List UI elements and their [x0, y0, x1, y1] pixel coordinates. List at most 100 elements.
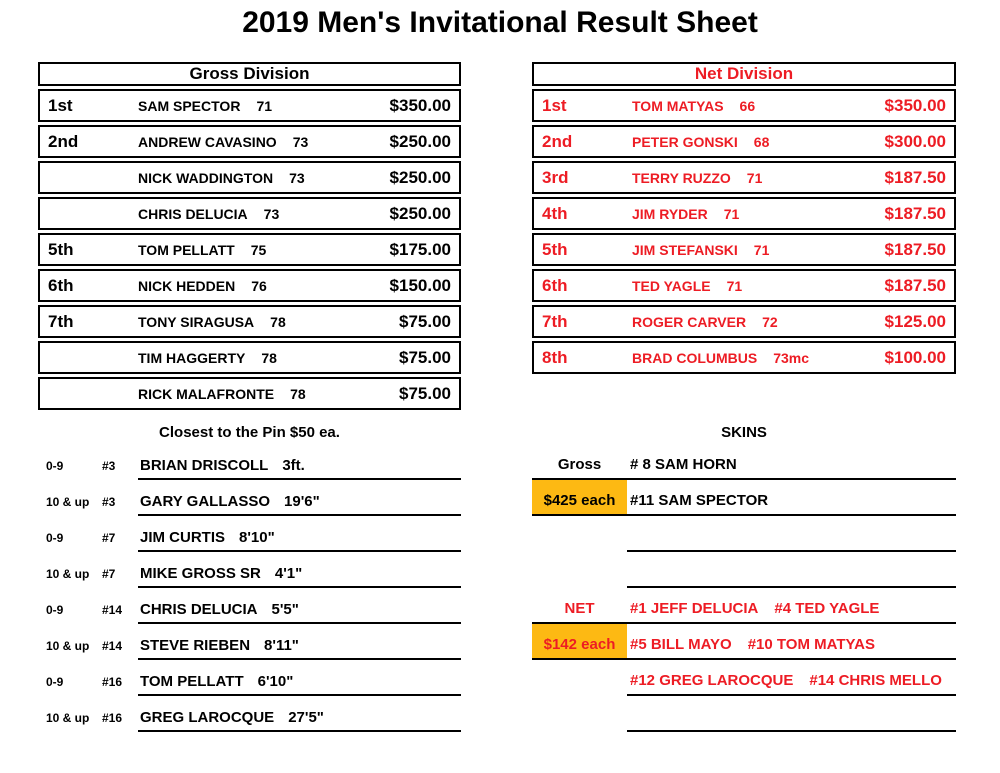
prize-cell: $250.00	[389, 167, 451, 187]
player-score: 73	[289, 169, 305, 186]
player-name: TED YAGLE	[632, 277, 711, 294]
player-name: TIM HAGGERTY	[138, 349, 246, 366]
skins-winner: #1 JEFF DELUCIA	[630, 600, 759, 617]
hole-label: #16	[102, 711, 123, 725]
table-row: 5th TOM PELLATT 75 $175.00	[38, 233, 461, 266]
rank-cell: 8th	[542, 347, 568, 367]
skins-label	[532, 696, 627, 732]
flight-label: 0-9	[46, 675, 64, 689]
pin-row: 0-9 #7 JIM CURTIS 8'10"	[38, 516, 461, 552]
prize-cell: $75.00	[399, 347, 451, 367]
flight-label: 10 & up	[46, 567, 90, 581]
prize-cell: $187.50	[884, 239, 946, 259]
table-row: 8th BRAD COLUMBUS 73mc $100.00	[532, 341, 956, 374]
closest-to-pin-list: 0-9 #3 BRIAN DRISCOLL 3ft. 10 & up #3 GARY GAL…	[38, 444, 461, 732]
distance: 8'10"	[239, 529, 275, 546]
rank-cell: 5th	[48, 239, 74, 259]
hole-label: #3	[102, 495, 116, 509]
player-cell: JIM STEFANSKI 71	[632, 242, 842, 258]
page-title: 2019 Men's Invitational Result Sheet	[242, 6, 758, 39]
table-row: 2nd ANDREW CAVASINO 73 $250.00	[38, 125, 461, 158]
distance: 6'10"	[257, 673, 294, 690]
player-cell: JIM RYDER 71	[632, 206, 842, 222]
skins-title: SKINS	[721, 424, 767, 441]
player-name: JIM CURTIS	[140, 529, 226, 546]
pin-entry-line: JIM CURTIS 8'10"	[138, 529, 461, 552]
player-cell: TED YAGLE 71	[632, 278, 842, 294]
player-cell: NICK HEDDEN 76	[138, 278, 347, 294]
skins-entry-line: # 8 SAM HORN	[627, 444, 956, 478]
player-score: 76	[251, 277, 267, 294]
prize-cell: $75.00	[399, 383, 451, 403]
net-division-rows: 1st TOM MATYAS 66 $350.00 2nd PETER GONSKI 68 $…	[532, 89, 956, 374]
player-cell: NICK WADDINGTON 73	[138, 170, 347, 186]
player-score: 78	[270, 313, 286, 330]
prize-cell: $250.00	[389, 131, 451, 151]
flight-label: 0-9	[46, 459, 64, 473]
distance: 4'1"	[274, 565, 303, 582]
skins-entry-line	[627, 516, 956, 552]
skins-winner: #14 CHRIS MELLO	[809, 672, 942, 689]
pin-entry-line: GARY GALLASSO 19'6"	[138, 493, 461, 516]
prize-cell: $150.00	[389, 275, 451, 295]
skins-entry-line: #1 JEFF DELUCIA #4 TED YAGLE	[627, 588, 956, 622]
table-row: 1st TOM MATYAS 66 $350.00	[532, 89, 956, 122]
rank-cell: 6th	[542, 275, 568, 295]
prize-cell: $187.50	[884, 167, 946, 187]
skins-winner: #11 SAM SPECTOR	[630, 492, 769, 509]
distance: 27'5"	[288, 709, 324, 726]
skins-label	[532, 552, 627, 588]
player-name: ANDREW CAVASINO	[138, 133, 277, 150]
rank-cell: 6th	[48, 275, 74, 295]
player-cell: RICK MALAFRONTE 78	[138, 386, 347, 402]
distance: 8'11"	[264, 637, 299, 654]
player-cell: BRAD COLUMBUS 73mc	[632, 350, 842, 366]
hole-label: #7	[102, 531, 116, 545]
player-score: 68	[753, 133, 770, 150]
table-row: 3rd TERRY RUZZO 71 $187.50	[532, 161, 956, 194]
net-division-header: Net Division	[532, 62, 956, 86]
rank-cell: 1st	[48, 95, 73, 115]
player-name: TOM MATYAS	[632, 97, 724, 114]
rank-cell: 7th	[48, 311, 74, 331]
player-name: CHRIS DELUCIA	[140, 601, 258, 618]
skins-row	[532, 696, 956, 732]
player-name: MIKE GROSS SR	[140, 565, 261, 582]
flight-label: 10 & up	[46, 495, 90, 509]
prize-cell: $75.00	[399, 311, 451, 331]
skins-entry-line	[627, 552, 956, 588]
flight-label: 10 & up	[46, 711, 90, 725]
player-score: 72	[762, 313, 778, 330]
table-row: NICK WADDINGTON 73 $250.00	[38, 161, 461, 194]
player-name: NICK WADDINGTON	[138, 169, 274, 186]
net-division-table: Net Division 1st TOM MATYAS 66 $350.00 2nd PE…	[532, 62, 956, 377]
player-cell: TOM MATYAS 66	[632, 98, 842, 114]
prize-cell: $300.00	[884, 131, 946, 151]
table-row: TIM HAGGERTY 78 $75.00	[38, 341, 461, 374]
player-cell: ANDREW CAVASINO 73	[138, 134, 347, 150]
player-score: 71	[753, 241, 770, 258]
hole-label: #3	[102, 459, 116, 473]
table-row: 7th TONY SIRAGUSA 78 $75.00	[38, 305, 461, 338]
prize-cell: $250.00	[389, 203, 451, 223]
flight-label: 10 & up	[46, 639, 90, 653]
skins-entry-line: #5 BILL MAYO #10 TOM MATYAS	[627, 624, 956, 658]
hole-label: #14	[102, 639, 123, 653]
skins-winner: #4 TED YAGLE	[774, 600, 880, 617]
player-cell: PETER GONSKI 68	[632, 134, 842, 150]
pin-entry-line: TOM PELLATT 6'10"	[138, 673, 461, 696]
player-cell: ROGER CARVER 72	[632, 314, 842, 330]
rank-cell: 2nd	[542, 131, 573, 151]
hole-label: #14	[102, 603, 123, 617]
player-name: TOM PELLATT	[138, 241, 235, 258]
skins-payout-highlight: $142 each	[532, 624, 627, 658]
pin-entry-line: MIKE GROSS SR 4'1"	[138, 565, 461, 588]
table-row: 7th ROGER CARVER 72 $125.00	[532, 305, 956, 338]
player-cell: TOM PELLATT 75	[138, 242, 347, 258]
player-name: ROGER CARVER	[632, 313, 747, 330]
skins-entry-line	[627, 696, 956, 732]
player-name: TOM PELLATT	[140, 673, 244, 690]
player-name: PETER GONSKI	[632, 133, 738, 150]
skins-winner: #5 BILL MAYO	[630, 636, 732, 653]
